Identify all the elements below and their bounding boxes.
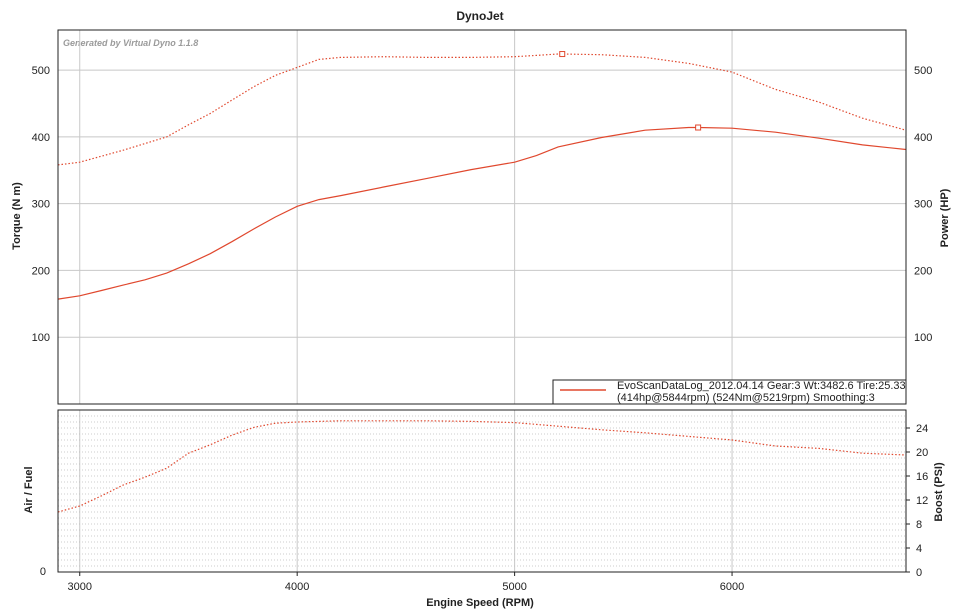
power-tick-label: 400	[914, 132, 932, 144]
legend-line-1: EvoScanDataLog_2012.04.14 Gear:3 Wt:3482…	[617, 380, 906, 392]
legend-box	[552, 379, 907, 405]
boost-tick-label: 4	[916, 543, 922, 555]
boost-tick-label: 16	[916, 471, 928, 483]
boost-tick-label: 12	[916, 495, 928, 507]
rpm-tick-label: 4000	[285, 581, 309, 593]
torque-tick-label: 200	[32, 265, 50, 277]
generator-watermark: Generated by Virtual Dyno 1.1.8	[63, 38, 198, 48]
chart-title: DynoJet	[456, 9, 503, 23]
series-group	[57, 51, 907, 513]
boost-curve	[57, 420, 907, 513]
top-panel-frame	[57, 29, 907, 405]
legend-line-2: (414hp@5844rpm) (524Nm@5219rpm) Smoothin…	[617, 392, 875, 404]
torque-tick-label: 100	[32, 332, 50, 344]
boost-tick-label: 0	[916, 567, 922, 579]
legend: EvoScanDataLog_2012.04.14 Gear:3 Wt:3482…	[552, 379, 907, 405]
power-tick-label: 100	[914, 332, 932, 344]
boost-tick-label: 20	[916, 447, 928, 459]
peak-marker	[695, 124, 702, 131]
power-tick-label: 200	[914, 265, 932, 277]
air-fuel-axis-label: Air / Fuel	[23, 466, 35, 513]
power-axis-label: Power (HP)	[939, 188, 951, 247]
rpm-tick-label: 6000	[720, 581, 744, 593]
tick-labels: 1002003004005001002003004005000481216202…	[32, 65, 933, 593]
torque-axis-label: Torque (N m)	[11, 182, 23, 250]
boost-tick-label: 8	[916, 519, 922, 531]
boost-axis-label: Boost (PSI)	[933, 462, 945, 522]
bottom-panel-frame	[57, 409, 907, 573]
rpm-axis-label: Engine Speed (RPM)	[426, 597, 534, 609]
boost-tick-label: 24	[916, 423, 928, 435]
peak-marker	[559, 51, 566, 58]
grid-lines	[58, 30, 906, 572]
air-fuel-tick-label: 0	[40, 566, 46, 578]
power-tick-label: 300	[914, 199, 932, 211]
power-curve	[57, 126, 907, 300]
power-tick-label: 500	[914, 65, 932, 77]
rpm-tick-label: 5000	[502, 581, 526, 593]
torque-curve	[57, 53, 907, 166]
torque-tick-label: 300	[32, 199, 50, 211]
rpm-tick-label: 3000	[68, 581, 92, 593]
torque-tick-label: 500	[32, 65, 50, 77]
torque-tick-label: 400	[32, 132, 50, 144]
